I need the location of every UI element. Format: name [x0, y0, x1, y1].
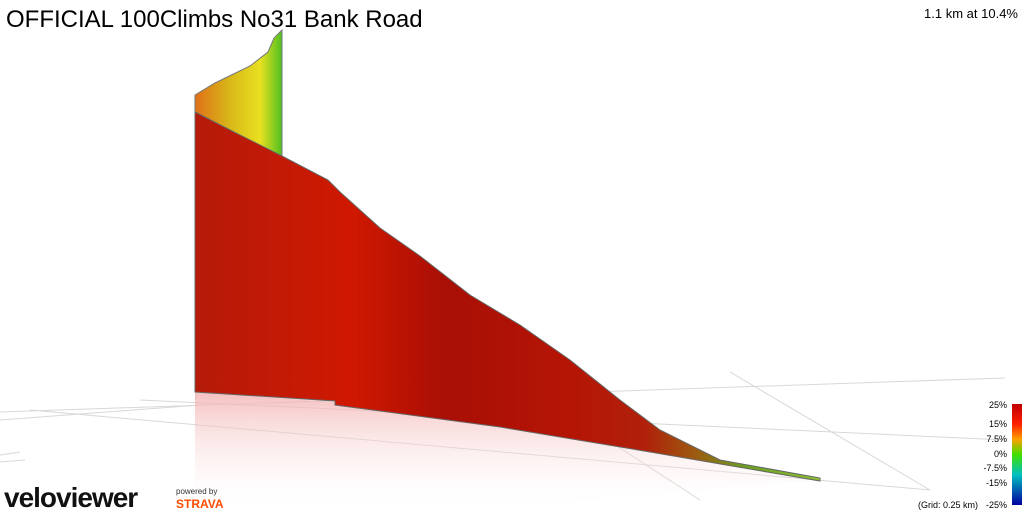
- profile-wall: [194, 111, 821, 482]
- reflection: [195, 392, 820, 512]
- title: OFFICIAL 100Climbs No31 Bank Road: [6, 6, 423, 33]
- summary: 1.1 km at 10.4%: [924, 6, 1018, 21]
- legend-labels: 25% 15% 7.5% 0% -7.5% -15% -25%: [983, 400, 1007, 510]
- grid-note: (Grid: 0.25 km): [918, 500, 978, 510]
- legend-label: 15%: [989, 419, 1007, 429]
- legend-label: -25%: [986, 500, 1007, 510]
- legend-label: 0%: [994, 449, 1007, 459]
- gradient-bar: [1012, 404, 1022, 505]
- legend-label: 7.5%: [986, 434, 1007, 444]
- legend-label: 25%: [989, 400, 1007, 410]
- legend-label: -7.5%: [983, 463, 1007, 473]
- legend-label: -15%: [986, 478, 1007, 488]
- logo: veloviewer: [4, 482, 138, 512]
- strava: STRAVA: [176, 497, 224, 511]
- powered-by: powered by: [176, 487, 217, 496]
